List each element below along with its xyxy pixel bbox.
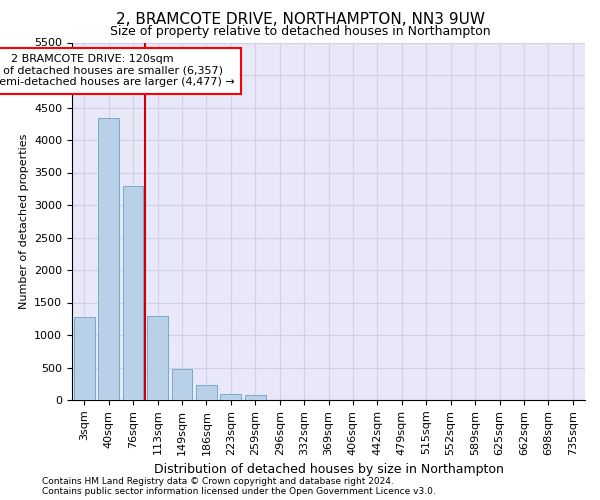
Text: 2, BRAMCOTE DRIVE, NORTHAMPTON, NN3 9UW: 2, BRAMCOTE DRIVE, NORTHAMPTON, NN3 9UW xyxy=(115,12,485,28)
Bar xyxy=(196,385,217,400)
Bar xyxy=(74,318,95,400)
Bar xyxy=(122,186,143,400)
Text: Contains HM Land Registry data © Crown copyright and database right 2024.: Contains HM Land Registry data © Crown c… xyxy=(42,478,394,486)
Bar xyxy=(172,369,193,400)
Text: Contains public sector information licensed under the Open Government Licence v3: Contains public sector information licen… xyxy=(42,488,436,496)
Bar xyxy=(147,316,168,400)
Bar xyxy=(245,395,266,400)
Text: 2 BRAMCOTE DRIVE: 120sqm
← 58% of detached houses are smaller (6,357)
41% of sem: 2 BRAMCOTE DRIVE: 120sqm ← 58% of detach… xyxy=(0,54,235,88)
X-axis label: Distribution of detached houses by size in Northampton: Distribution of detached houses by size … xyxy=(154,463,503,476)
Bar xyxy=(220,394,241,400)
Bar xyxy=(98,118,119,400)
Y-axis label: Number of detached properties: Number of detached properties xyxy=(19,134,29,309)
Text: Size of property relative to detached houses in Northampton: Size of property relative to detached ho… xyxy=(110,25,490,38)
